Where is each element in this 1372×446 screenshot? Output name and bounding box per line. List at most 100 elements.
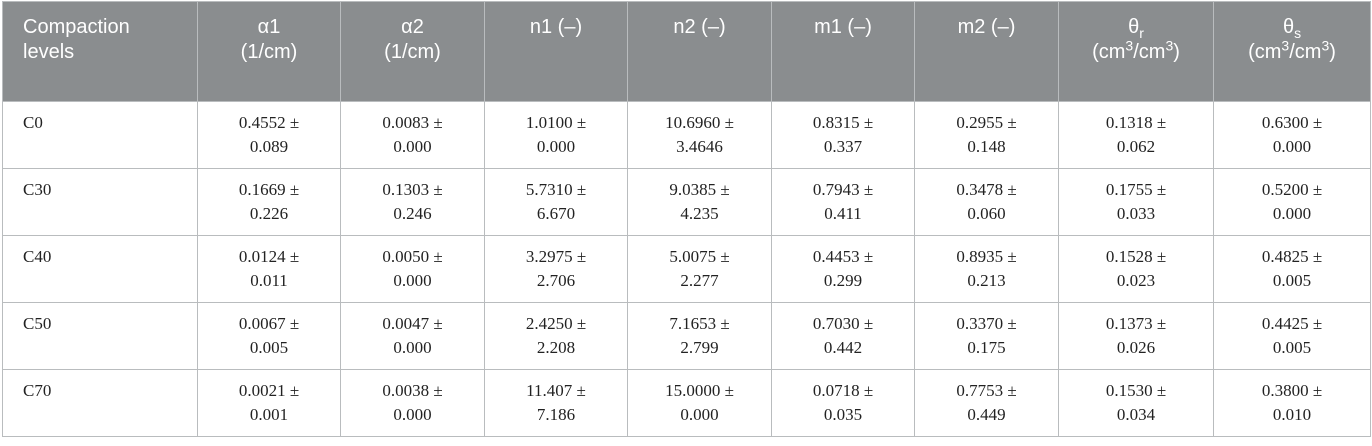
table-cell: 0.0067 ± 0.005 — [197, 302, 341, 370]
cell-value: 0.0021 ± — [238, 381, 300, 400]
cell-value: 0.1303 ± — [382, 180, 443, 199]
cell-uncertainty: 0.062 — [1116, 137, 1156, 156]
table-cell: 0.1318 ± 0.062 — [1058, 101, 1214, 169]
cell-value: 0.4825 ± — [1261, 247, 1323, 266]
cell-uncertainty: 0.148 — [967, 137, 1006, 156]
cell-uncertainty: 0.000 — [1272, 204, 1312, 223]
table-body: C0 0.4552 ± 0.089 0.0083 ± 0.000 1.0100 ± 0.00… — [2, 101, 1371, 437]
table-cell: 9.0385 ± 4.235 — [627, 168, 772, 236]
row-label: C50 — [2, 302, 198, 370]
table-cell: 0.5200 ± 0.000 — [1213, 168, 1371, 236]
cell-value: 11.407 ± — [526, 381, 586, 400]
cell-value: 15.0000 ± — [665, 381, 734, 400]
table-cell: 0.1373 ± 0.026 — [1058, 302, 1214, 370]
header-row: Compaction levels α1 (1/cm) α2 (1/cm) n1… — [2, 1, 1371, 102]
table-cell: 0.7753 ± 0.449 — [914, 369, 1059, 437]
cell-uncertainty: 0.411 — [824, 204, 862, 223]
cell-value: 0.0067 ± — [238, 314, 300, 333]
cell-uncertainty: 0.246 — [393, 204, 432, 223]
cell-uncertainty: 0.000 — [393, 338, 432, 357]
header-line: α1 — [257, 16, 281, 38]
subscript: r — [1139, 25, 1144, 41]
table-cell: 0.0050 ± 0.000 — [340, 235, 485, 303]
cell-uncertainty: 0.001 — [249, 405, 289, 424]
table-cell: 0.0021 ± 0.001 — [197, 369, 341, 437]
table-cell: 5.7310 ± 6.670 — [484, 168, 628, 236]
cell-uncertainty: 0.000 — [1272, 137, 1312, 156]
header-n2: n2 (–) — [627, 1, 772, 102]
cell-uncertainty: 0.449 — [967, 405, 1006, 424]
table-row: C40 0.0124 ± 0.011 0.0050 ± 0.000 3.2975 ± 2.7… — [2, 235, 1371, 303]
cell-uncertainty: 7.186 — [536, 405, 576, 424]
superscript: 3 — [1321, 37, 1330, 54]
cell-uncertainty: 0.035 — [823, 405, 863, 424]
cell-value: 0.7943 ± — [812, 180, 874, 199]
table-cell: 0.3478 ± 0.060 — [914, 168, 1059, 236]
row-label: C40 — [2, 235, 198, 303]
cell-uncertainty: 2.208 — [536, 338, 576, 357]
cell-uncertainty: 0.005 — [249, 338, 289, 357]
cell-value: 0.7030 ± — [812, 314, 874, 333]
cell-value: 0.1530 ± — [1105, 381, 1167, 400]
cell-value: 0.8315 ± — [812, 113, 874, 132]
cell-value: 0.0718 ± — [812, 381, 874, 400]
cell-uncertainty: 0.337 — [823, 137, 863, 156]
cell-uncertainty: 0.033 — [1116, 204, 1156, 223]
cell-value: 0.7753 ± — [956, 381, 1017, 400]
cell-value: 0.4425 ± — [1261, 314, 1323, 333]
cell-value: 0.0083 ± — [382, 113, 443, 132]
cell-value: 0.0050 ± — [382, 247, 443, 266]
cell-uncertainty: 0.442 — [823, 338, 863, 357]
table-cell: 0.4453 ± 0.299 — [771, 235, 915, 303]
unit-part: (cm — [1248, 41, 1282, 63]
table-cell: 1.0100 ± 0.000 — [484, 101, 628, 169]
table-cell: 0.1530 ± 0.034 — [1058, 369, 1214, 437]
table-cell: 5.0075 ± 2.277 — [627, 235, 772, 303]
table-cell: 7.1653 ± 2.799 — [627, 302, 772, 370]
table-header: Compaction levels α1 (1/cm) α2 (1/cm) n1… — [2, 1, 1371, 102]
cell-uncertainty: 0.299 — [823, 271, 863, 290]
table-cell: 0.1669 ± 0.226 — [197, 168, 341, 236]
table-cell: 3.2975 ± 2.706 — [484, 235, 628, 303]
cell-value: 2.4250 ± — [525, 314, 587, 333]
table-cell: 10.6960 ± 3.4646 — [627, 101, 772, 169]
superscript: 3 — [1165, 37, 1174, 54]
header-line: α2 — [401, 16, 424, 38]
symbol: θ — [1128, 16, 1140, 38]
table-cell: 0.4425 ± 0.005 — [1213, 302, 1371, 370]
cell-value: 5.0075 ± — [669, 247, 730, 266]
table-cell: 0.8315 ± 0.337 — [771, 101, 915, 169]
header-line: θs — [1220, 15, 1364, 40]
header-theta-r: θr (cm3/cm3) — [1058, 1, 1214, 102]
cell-uncertainty: 0.000 — [536, 137, 576, 156]
table-cell: 0.3800 ± 0.010 — [1213, 369, 1371, 437]
table-row: C70 0.0021 ± 0.001 0.0038 ± 0.000 11.407 ± 7.1… — [2, 369, 1371, 437]
row-label: C30 — [2, 168, 198, 236]
cell-value: 0.1318 ± — [1105, 113, 1167, 132]
unit-part: /cm — [1289, 41, 1322, 63]
cell-value: 0.2955 ± — [956, 113, 1017, 132]
cell-value: 0.3800 ± — [1261, 381, 1323, 400]
header-line: (1/cm) — [384, 41, 441, 63]
cell-uncertainty: 2.799 — [680, 338, 719, 357]
parameter-table: Compaction levels α1 (1/cm) α2 (1/cm) n1… — [2, 1, 1371, 437]
header-compaction-levels: Compaction levels — [2, 1, 198, 102]
cell-value: 10.6960 ± — [665, 113, 734, 132]
header-line: n1 (–) — [529, 16, 583, 38]
table-cell: 0.8935 ± 0.213 — [914, 235, 1059, 303]
cell-value: 0.3478 ± — [956, 180, 1017, 199]
table-cell: 0.1303 ± 0.246 — [340, 168, 485, 236]
cell-value: 0.0124 ± — [238, 247, 300, 266]
cell-value: 0.3370 ± — [956, 314, 1017, 333]
cell-uncertainty: 0.005 — [1272, 271, 1312, 290]
cell-uncertainty: 0.213 — [967, 271, 1006, 290]
header-unit: (cm3/cm3) — [1065, 37, 1207, 65]
table-cell: 2.4250 ± 2.208 — [484, 302, 628, 370]
cell-value: 0.1373 ± — [1105, 314, 1167, 333]
cell-value: 7.1653 ± — [669, 314, 730, 333]
superscript: 3 — [1281, 37, 1290, 54]
header-line: m2 (–) — [957, 16, 1016, 38]
table-cell: 0.1755 ± 0.033 — [1058, 168, 1214, 236]
cell-value: 0.4453 ± — [812, 247, 874, 266]
cell-uncertainty: 0.000 — [393, 137, 432, 156]
